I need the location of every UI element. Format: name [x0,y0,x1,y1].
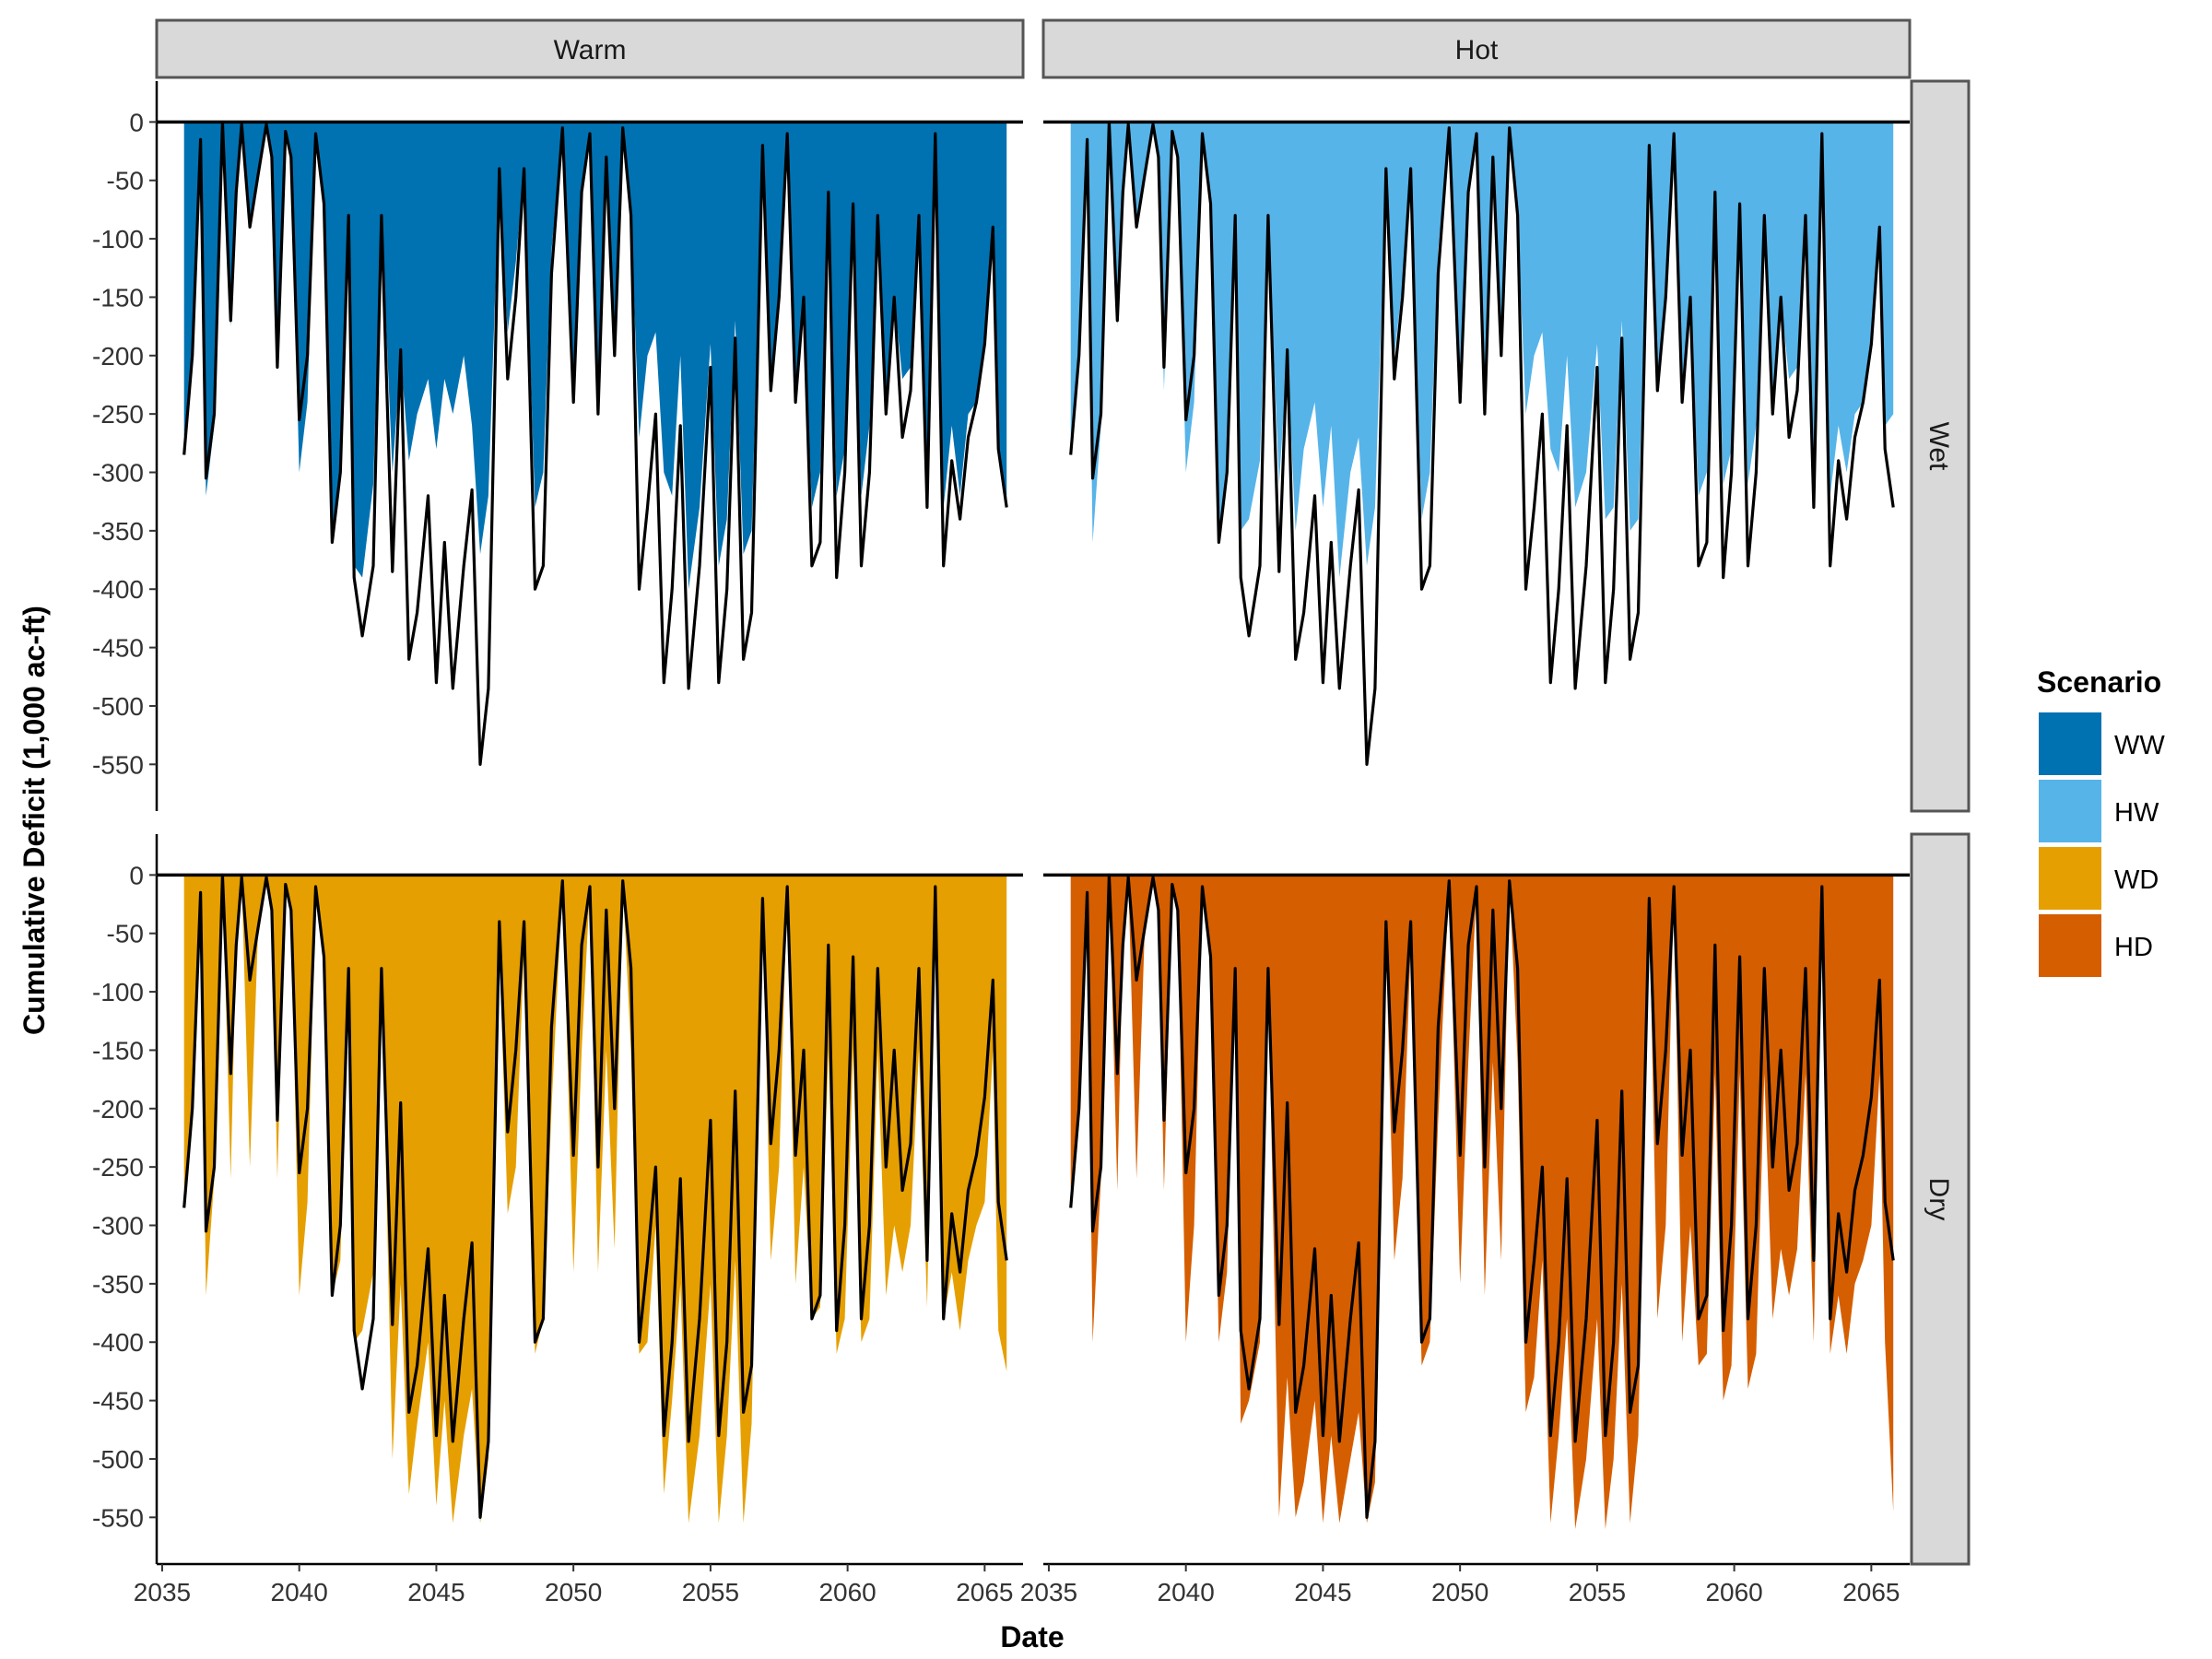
area-ww [183,122,1007,590]
legend-label: HW [2114,798,2159,828]
x-tick-label: 2055 [682,1578,739,1606]
x-tick-label: 2050 [545,1578,602,1606]
x-tick-label: 2045 [407,1578,465,1606]
strip-right-dry: Dry [1910,832,1971,1566]
x-axis-left: 2035 2040 2045 2050 2055 2060 2065 [134,1562,1023,1606]
legend-label: WW [2114,731,2165,760]
area-hw [1070,122,1894,578]
baseline-line [1069,873,1895,1519]
axes: 0-50-100-150-200-250-300-350-400-450-500… [92,81,1910,1606]
y-tick-label: -300 [92,1212,144,1241]
x-tick-label: 2055 [1569,1578,1626,1606]
y-tick-label: -450 [92,634,144,663]
strip-label-hot: Hot [1455,35,1499,65]
x-tick-label: 2060 [1705,1578,1762,1606]
baseline-line [182,120,1008,766]
x-tick-label: 2035 [134,1578,191,1606]
y-tick-label: -550 [92,750,144,779]
legend-title: Scenario [2037,665,2161,699]
area-wd [183,875,1007,1524]
x-tick-label: 2040 [1158,1578,1215,1606]
baseline-line [1069,120,1895,766]
y-tick-label: -500 [92,692,144,721]
panels [157,120,1910,1529]
strip-top-hot: Hot [1041,18,1912,79]
strip-top-warm: Warm [155,18,1025,79]
legend-label: HD [2114,933,2153,962]
y-tick-label: 0 [129,108,144,136]
y-tick-label: -550 [92,1503,144,1532]
y-tick-label: -500 [92,1445,144,1474]
x-tick-label: 2050 [1431,1578,1488,1606]
y-tick-label: -250 [92,1153,144,1182]
x-axis-title: Date [1000,1620,1064,1653]
y-axis-bottom: 0 -50 -100 -150 -200 -250 -300 -350 -400 -450 -500… [92,834,159,1564]
legend-swatch [2039,847,2101,910]
y-tick-label: -450 [92,1387,144,1416]
x-tick-label: 2045 [1294,1578,1351,1606]
y-tick-label: -50 [107,920,144,948]
legend-item-hd: HD [2039,914,2153,977]
panel-hot-wet [1043,120,1910,766]
y-tick-label: -250 [92,400,144,429]
legend-swatch [2039,712,2101,775]
strip-label-warm: Warm [554,35,627,65]
legend-item-ww: WW [2039,712,2165,775]
y-tick-label: 0 [129,861,144,889]
legend-item-wd: WD [2039,847,2159,910]
panel-hot-dry [1043,873,1910,1529]
baseline-line [182,873,1008,1519]
y-tick-label: -100 [92,225,144,253]
legend-items: WW HW WD HD [2039,712,2165,977]
strip-label-dry: Dry [1924,1178,1954,1221]
y-tick-label: -350 [92,517,144,546]
y-tick-label: -400 [92,575,144,604]
legend-swatch [2039,780,2101,842]
y-tick-label: -150 [92,1036,144,1065]
x-tick-label: 2065 [1842,1578,1900,1606]
x-axis-right: 2035 2040 2045 2050 2055 2060 2065 [1020,1562,1910,1606]
y-tick-label: -50 [107,167,144,195]
panel-warm-dry [157,873,1023,1524]
x-tick-label: 2040 [271,1578,328,1606]
legend-item-hw: HW [2039,780,2159,842]
y-tick-label: -200 [92,1095,144,1124]
x-tick-label: 2035 [1020,1578,1077,1606]
strip-right-wet: Wet [1910,79,1971,813]
legend-label: WD [2114,865,2159,895]
x-tick-label: 2065 [956,1578,1013,1606]
strip-label-wet: Wet [1924,422,1954,471]
y-tick-label: -100 [92,978,144,1006]
y-tick-label: -150 [92,283,144,312]
y-tick-label: -400 [92,1328,144,1357]
y-axis-top: 0 -50 -100 -150 -200 -250 -300 -350 -400 -450 -500… [92,81,159,811]
legend: Scenario WW HW WD HD [2037,665,2165,977]
area-hd [1070,875,1894,1529]
y-axis-title: Cumulative Deficit (1,000 ac-ft) [18,606,51,1035]
legend-swatch [2039,914,2101,977]
y-tick-label: -200 [92,342,144,371]
y-tick-label: -300 [92,459,144,488]
panel-warm-wet [157,120,1023,766]
y-tick-label: -350 [92,1270,144,1299]
x-tick-label: 2060 [818,1578,876,1606]
